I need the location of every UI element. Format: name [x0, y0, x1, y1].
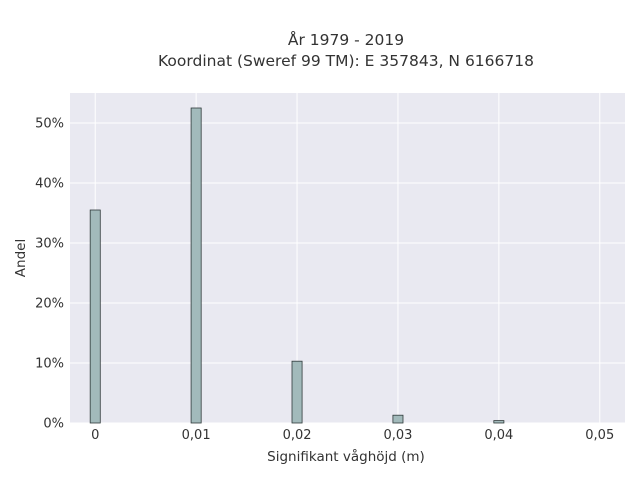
bar [493, 420, 505, 424]
bar [392, 414, 404, 424]
x-tick-label: 0,01 [182, 428, 211, 443]
chart-subtitle: Koordinat (Sweref 99 TM): E 357843, N 61… [158, 52, 534, 70]
x-tick-label: 0,04 [484, 428, 513, 443]
chart-title: År 1979 - 2019 [288, 30, 404, 49]
plot-area [70, 93, 625, 423]
y-tick-label: 10% [35, 357, 64, 372]
bar [190, 107, 202, 424]
x-axis-label: Signifikant våghöjd (m) [267, 448, 425, 465]
x-tick-label: 0 [91, 428, 99, 443]
bar [89, 209, 101, 424]
y-axis-label: Andel [13, 239, 29, 277]
x-tick-label: 0,02 [283, 428, 312, 443]
x-tick-label: 0,05 [585, 428, 614, 443]
tick-layer: 0% 10% 20% 30% 40% 50% 0 0,01 0,02 0,03 0,04 0,05 [35, 117, 614, 444]
y-tick-label: 40% [35, 177, 64, 192]
y-tick-label: 0% [43, 417, 64, 432]
bar [291, 360, 303, 424]
bar-layer [89, 107, 505, 424]
y-tick-label: 20% [35, 297, 64, 312]
x-tick-label: 0,03 [383, 428, 412, 443]
grid-layer [70, 93, 625, 424]
y-tick-label: 30% [35, 237, 64, 252]
y-tick-label: 50% [35, 117, 64, 132]
